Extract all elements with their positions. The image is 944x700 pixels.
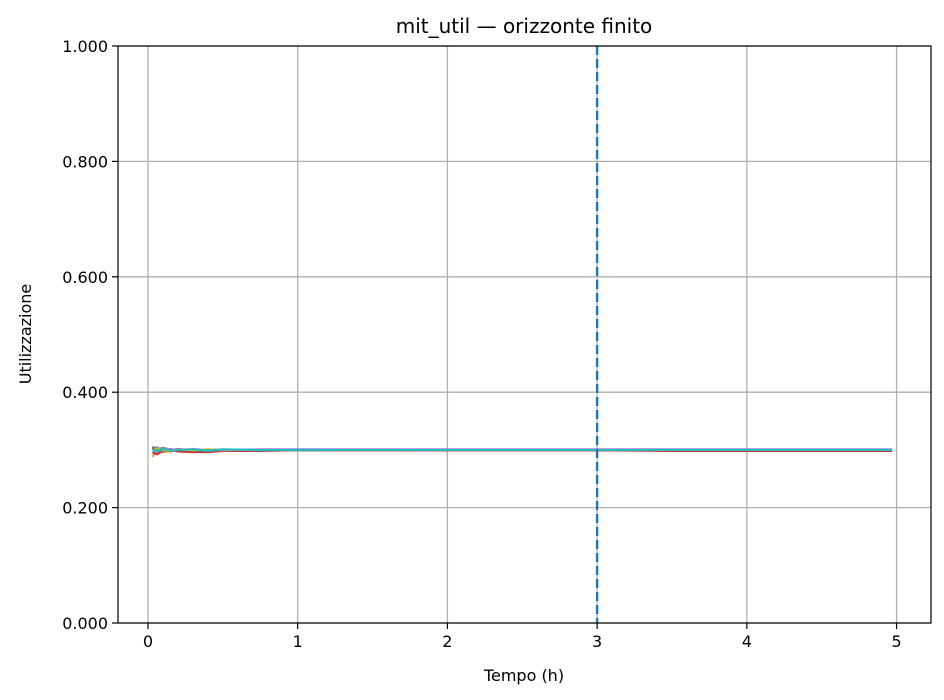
y-tick-label: 0.600: [62, 268, 108, 287]
x-axis: 0 1 2 3 4 5: [143, 623, 902, 651]
y-axis: 0.000 0.200 0.400 0.600 0.800 1.000: [62, 37, 118, 633]
y-tick-label: 0.400: [62, 383, 108, 402]
plot-frame: [117, 45, 932, 624]
x-tick-label: 4: [742, 632, 752, 651]
y-tick-label: 0.200: [62, 499, 108, 518]
x-tick-label: 1: [293, 632, 303, 651]
plot-area: [151, 46, 893, 623]
x-tick-label: 2: [442, 632, 452, 651]
chart-title: mit_util — orizzonte finito: [396, 14, 653, 38]
y-tick-label: 0.800: [62, 152, 108, 171]
y-tick-label: 0.000: [62, 614, 108, 633]
y-tick-label: 1.000: [62, 37, 108, 56]
series-line-10: [152, 447, 893, 452]
x-tick-label: 5: [891, 632, 901, 651]
x-tick-label: 3: [592, 632, 602, 651]
x-tick-label: 0: [143, 632, 153, 651]
y-axis-label: Utilizzazione: [16, 284, 35, 385]
x-axis-label: Tempo (h): [483, 666, 564, 685]
series-layer: [151, 445, 893, 458]
